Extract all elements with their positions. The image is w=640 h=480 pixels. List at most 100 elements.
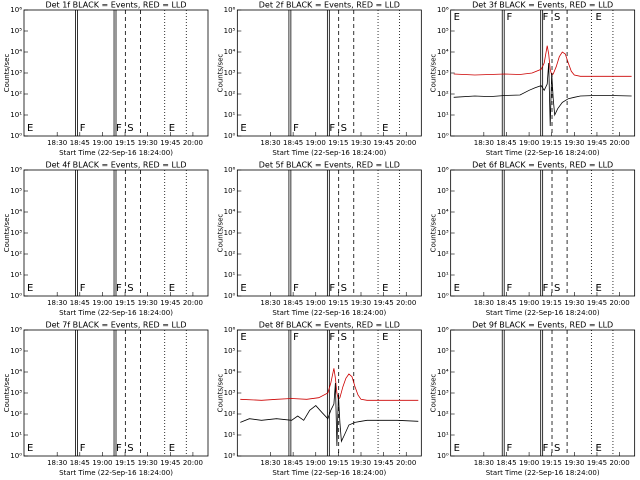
y-tick-label: 10² bbox=[224, 90, 236, 98]
event-letter: F bbox=[116, 123, 122, 134]
y-tick-label: 10⁶ bbox=[10, 166, 22, 174]
x-tick-label: 18:30 bbox=[47, 459, 67, 467]
x-tick-label: 18:45 bbox=[283, 299, 303, 307]
y-tick-label: 10⁵ bbox=[10, 27, 22, 35]
event-letter: F bbox=[80, 283, 86, 294]
y-tick-label: 10⁶ bbox=[10, 326, 22, 334]
x-tick-label: 19:15 bbox=[115, 139, 135, 147]
x-tick-label: 18:30 bbox=[474, 459, 494, 467]
x-tick-label: 19:30 bbox=[138, 459, 158, 467]
y-tick-label: 10² bbox=[437, 250, 449, 258]
y-tick-label: 10¹ bbox=[10, 271, 22, 279]
event-letter: E bbox=[382, 123, 388, 134]
event-letter: E bbox=[27, 123, 33, 134]
event-letter: F bbox=[329, 283, 335, 294]
x-tick-label: 19:00 bbox=[519, 139, 539, 147]
x-axis-label: Start Time (22-Sep-16 18:24:00) bbox=[486, 309, 600, 317]
x-tick-label: 18:45 bbox=[70, 299, 90, 307]
chart-title: Det 8f BLACK = Events, RED = LLD bbox=[259, 321, 400, 330]
event-letter: F bbox=[293, 123, 299, 134]
x-axis-label: Start Time (22-Sep-16 18:24:00) bbox=[272, 149, 386, 157]
event-letter: E bbox=[595, 443, 601, 454]
y-tick-label: 10⁵ bbox=[224, 347, 236, 355]
y-tick-label: 10⁴ bbox=[10, 48, 22, 56]
x-tick-label: 19:00 bbox=[92, 459, 112, 467]
y-tick-label: 10⁴ bbox=[437, 368, 449, 376]
event-letter: E bbox=[454, 283, 460, 294]
x-tick-label: 19:45 bbox=[587, 299, 607, 307]
x-tick-label: 18:30 bbox=[260, 459, 280, 467]
x-axis-label: Start Time (22-Sep-16 18:24:00) bbox=[59, 149, 173, 157]
x-tick-label: 18:30 bbox=[260, 139, 280, 147]
x-tick-label: 18:45 bbox=[283, 459, 303, 467]
event-letter: S bbox=[127, 443, 133, 454]
y-axis-label: Counts/sec bbox=[216, 214, 224, 253]
event-letter: E bbox=[240, 123, 246, 134]
y-tick-label: 10⁰ bbox=[224, 292, 236, 300]
x-tick-label: 19:00 bbox=[306, 139, 326, 147]
y-tick-label: 10⁴ bbox=[224, 368, 236, 376]
y-tick-label: 10³ bbox=[224, 229, 236, 237]
y-tick-label: 10² bbox=[224, 250, 236, 258]
event-letter: E bbox=[27, 283, 33, 294]
y-tick-label: 10⁰ bbox=[224, 132, 236, 140]
x-tick-label: 20:00 bbox=[609, 459, 629, 467]
data-line bbox=[453, 62, 632, 127]
x-tick-label: 19:15 bbox=[115, 299, 135, 307]
data-line bbox=[453, 45, 632, 77]
x-tick-label: 19:30 bbox=[351, 139, 371, 147]
x-axis-label: Start Time (22-Sep-16 18:24:00) bbox=[486, 149, 600, 157]
y-tick-label: 10¹ bbox=[10, 431, 22, 439]
y-tick-label: 10⁴ bbox=[10, 208, 22, 216]
y-tick-label: 10⁰ bbox=[10, 132, 22, 140]
x-tick-label: 19:45 bbox=[587, 139, 607, 147]
x-tick-label: 19:15 bbox=[115, 459, 135, 467]
y-axis-label: Counts/sec bbox=[430, 54, 438, 93]
event-letter: F bbox=[293, 332, 299, 343]
chart-title: Det 4f BLACK = Events, RED = LLD bbox=[45, 161, 186, 170]
event-letter: E bbox=[382, 283, 388, 294]
event-letter: E bbox=[27, 443, 33, 454]
y-tick-label: 10⁵ bbox=[10, 347, 22, 355]
x-tick-label: 18:45 bbox=[70, 459, 90, 467]
x-tick-label: 19:45 bbox=[587, 459, 607, 467]
x-tick-label: 20:00 bbox=[609, 299, 629, 307]
x-tick-label: 18:45 bbox=[496, 139, 516, 147]
event-letter: E bbox=[595, 12, 601, 23]
x-tick-label: 19:30 bbox=[564, 299, 584, 307]
event-letter: S bbox=[341, 283, 347, 294]
event-letter: F bbox=[506, 283, 512, 294]
x-tick-label: 19:30 bbox=[564, 459, 584, 467]
y-tick-label: 10⁵ bbox=[224, 187, 236, 195]
y-tick-label: 10⁵ bbox=[224, 27, 236, 35]
y-tick-label: 10⁴ bbox=[437, 48, 449, 56]
y-tick-label: 10¹ bbox=[224, 111, 236, 119]
x-tick-label: 19:45 bbox=[374, 459, 394, 467]
x-tick-label: 20:00 bbox=[183, 139, 203, 147]
y-tick-label: 10⁶ bbox=[10, 6, 22, 14]
event-letter: F bbox=[80, 443, 86, 454]
x-axis-label: Start Time (22-Sep-16 18:24:00) bbox=[272, 309, 386, 317]
y-axis-label: Counts/sec bbox=[430, 374, 438, 413]
event-letter: S bbox=[554, 12, 560, 23]
x-tick-label: 19:15 bbox=[328, 299, 348, 307]
event-letter: S bbox=[341, 123, 347, 134]
y-tick-label: 10³ bbox=[10, 69, 22, 77]
x-tick-label: 19:45 bbox=[374, 139, 394, 147]
y-axis-label: Counts/sec bbox=[3, 214, 11, 253]
x-tick-label: 18:45 bbox=[496, 459, 516, 467]
y-tick-label: 10¹ bbox=[224, 431, 236, 439]
event-letter: S bbox=[554, 443, 560, 454]
x-axis-label: Start Time (22-Sep-16 18:24:00) bbox=[486, 469, 600, 477]
data-line bbox=[240, 368, 419, 401]
y-tick-label: 10¹ bbox=[224, 271, 236, 279]
y-tick-label: 10⁶ bbox=[437, 326, 449, 334]
x-tick-label: 20:00 bbox=[396, 459, 416, 467]
event-letter: E bbox=[454, 443, 460, 454]
x-tick-label: 19:15 bbox=[542, 459, 562, 467]
event-letter: E bbox=[169, 283, 175, 294]
event-letter: S bbox=[341, 332, 347, 343]
event-letter: F bbox=[116, 283, 122, 294]
y-axis-label: Counts/sec bbox=[3, 374, 11, 413]
